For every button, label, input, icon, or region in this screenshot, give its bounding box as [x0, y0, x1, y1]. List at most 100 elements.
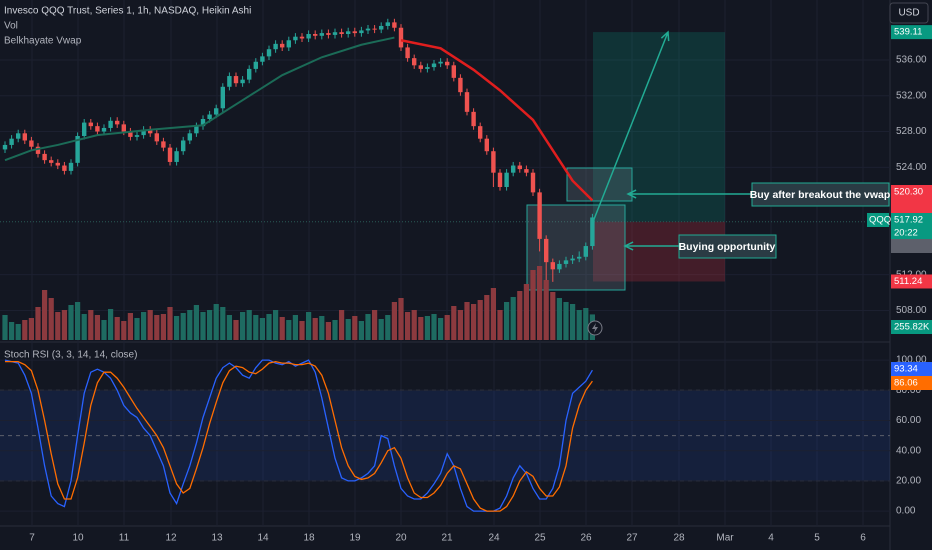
currency-box[interactable] [889, 2, 929, 24]
candle-body [497, 172, 503, 187]
volume-bar [510, 297, 516, 340]
over-layer: 7 10 11 12 13 14 18 19 20 21 24 25 26 27 28 Mar 4 5 6 508.0… [4, 25, 932, 544]
volume-bar [424, 316, 430, 340]
currency[interactable]: USD [898, 8, 919, 19]
chart-title: Invesco QQQ Trust, Series 1, 1h, NASDAQ,… [4, 6, 251, 17]
candle-body [101, 127, 107, 132]
symbol: QQQ [869, 215, 891, 226]
candle-body [9, 138, 14, 145]
volume-bar [253, 315, 259, 340]
stop-label-box [891, 274, 932, 289]
candle-body [451, 65, 456, 78]
candle-body [148, 129, 153, 134]
volume-bar [2, 315, 8, 340]
volume-bar [543, 280, 549, 340]
candle-body [286, 40, 291, 48]
x-tick-label: 11 [119, 533, 130, 544]
under-layer [0, 0, 890, 526]
volume-label: 255.82K [894, 322, 930, 333]
volume-bar [134, 318, 140, 340]
indicator-label: Belkhayate Vwap [4, 36, 82, 47]
volume-bar [141, 312, 147, 340]
y-tick-label: 524.00 [896, 162, 927, 173]
volume-bar [319, 316, 325, 340]
candle-body [16, 133, 21, 139]
candle-body [187, 133, 192, 141]
candle-body [418, 65, 423, 69]
candle-body [134, 135, 140, 137]
candle-body [233, 76, 239, 84]
volume-bar [385, 315, 391, 340]
last-price-label: 517.92 [894, 215, 923, 226]
volume-bar [81, 314, 87, 340]
candle-body [49, 160, 54, 163]
x-tick-label: 18 [303, 533, 315, 544]
annotation: Buying opportunity [679, 241, 776, 253]
arrow [592, 31, 669, 222]
volume-bar [94, 315, 100, 340]
candle-body [280, 43, 285, 48]
countdown-box [891, 227, 932, 239]
candle-body [293, 36, 298, 41]
candle-body [266, 49, 272, 57]
candle-body [82, 122, 87, 136]
arrow-head [626, 189, 637, 199]
volume-bar [127, 313, 133, 340]
volume-bar [339, 310, 345, 340]
candle-body [326, 33, 331, 35]
volume-bar [570, 304, 576, 340]
volume-bar [167, 307, 173, 340]
arrow-head [660, 30, 670, 42]
candle-body [247, 68, 252, 80]
candle-body [240, 79, 245, 84]
volume-bar [101, 320, 107, 340]
candle-body [167, 147, 173, 162]
annotation: Buy after breakout the vwap [750, 189, 891, 201]
volume-bar [431, 314, 437, 340]
volume-bar [240, 312, 246, 340]
volume-bar [286, 320, 292, 340]
candle-body [339, 32, 344, 34]
candle-body [550, 262, 555, 270]
x-tick-label: 19 [349, 533, 361, 544]
candle-body [379, 25, 384, 30]
volume-bar [411, 310, 417, 340]
candle-body [464, 92, 470, 112]
volume-bar [438, 318, 444, 340]
volume-label-box [891, 320, 932, 334]
candle-body [306, 34, 311, 39]
candle-body [68, 162, 74, 171]
volume-bar [517, 291, 523, 340]
volume-bar [259, 318, 265, 340]
candle-body [332, 32, 338, 35]
volume-bar [48, 298, 54, 340]
volume-bar [114, 317, 120, 340]
volume-bar [121, 321, 127, 340]
x-tick-label: 28 [673, 533, 685, 544]
annotation-box [678, 234, 777, 259]
volume-bar [563, 302, 569, 340]
candle-body [405, 47, 410, 59]
candle-body [511, 165, 516, 173]
volume-bar [457, 310, 463, 340]
volume-bar [490, 288, 496, 340]
volume-bar [530, 270, 536, 340]
candle-body [115, 120, 120, 125]
target-zone [593, 32, 725, 222]
candle-body [299, 36, 305, 39]
candle-body [273, 43, 278, 50]
candle-body [583, 246, 588, 257]
volume-bar [160, 314, 166, 340]
candle-body [121, 124, 126, 132]
y-tick-label: 20.00 [896, 476, 921, 487]
candle-body [385, 22, 390, 26]
candle-body [431, 63, 437, 68]
volume-bar [352, 316, 358, 340]
volume-bar [15, 324, 21, 340]
candle-body [207, 114, 212, 119]
y-tick-label: 0.00 [896, 506, 916, 517]
x-tick-label: 24 [488, 533, 500, 544]
alert-bolt [592, 323, 598, 333]
